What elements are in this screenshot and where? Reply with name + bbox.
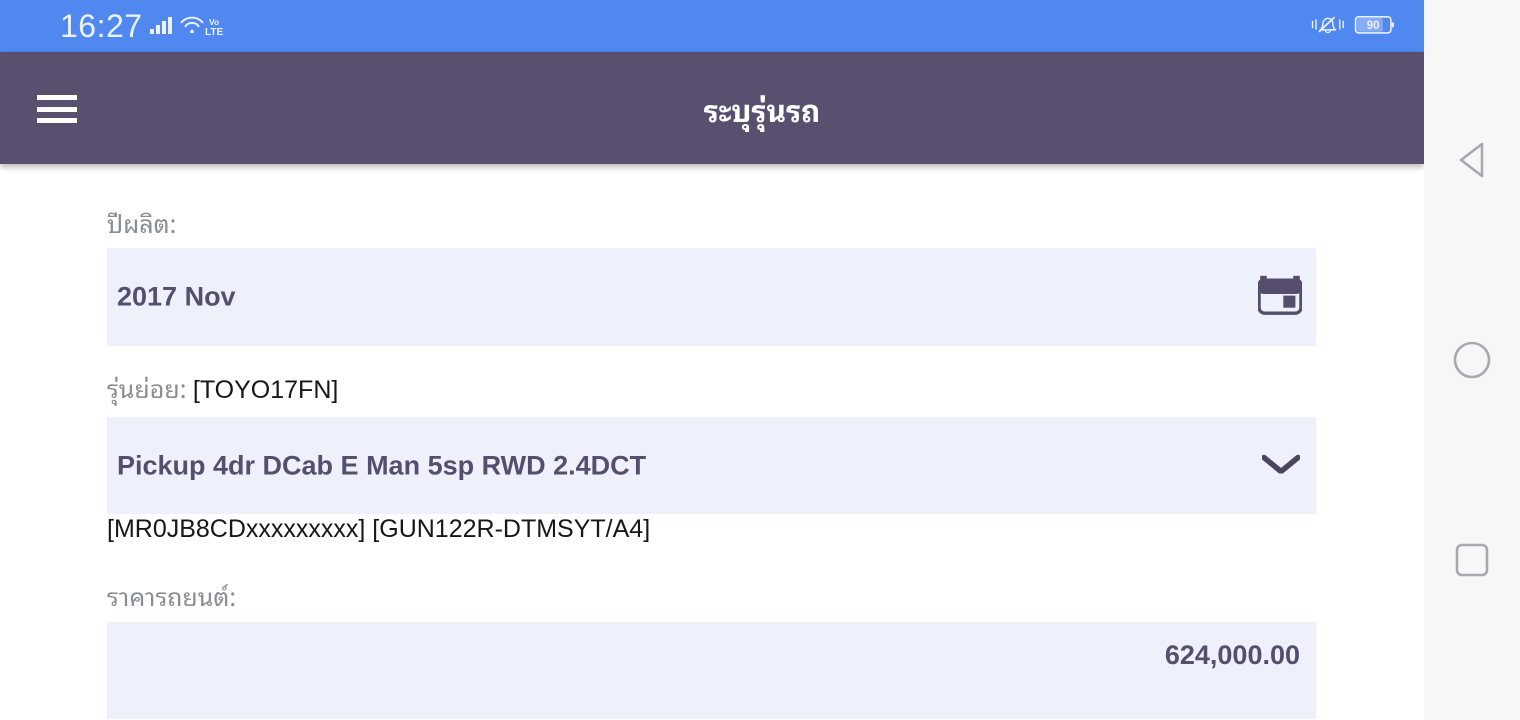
svg-text:Vo: Vo — [209, 17, 219, 27]
svg-text:LTE: LTE — [205, 27, 223, 36]
svg-text:90: 90 — [1367, 20, 1380, 32]
